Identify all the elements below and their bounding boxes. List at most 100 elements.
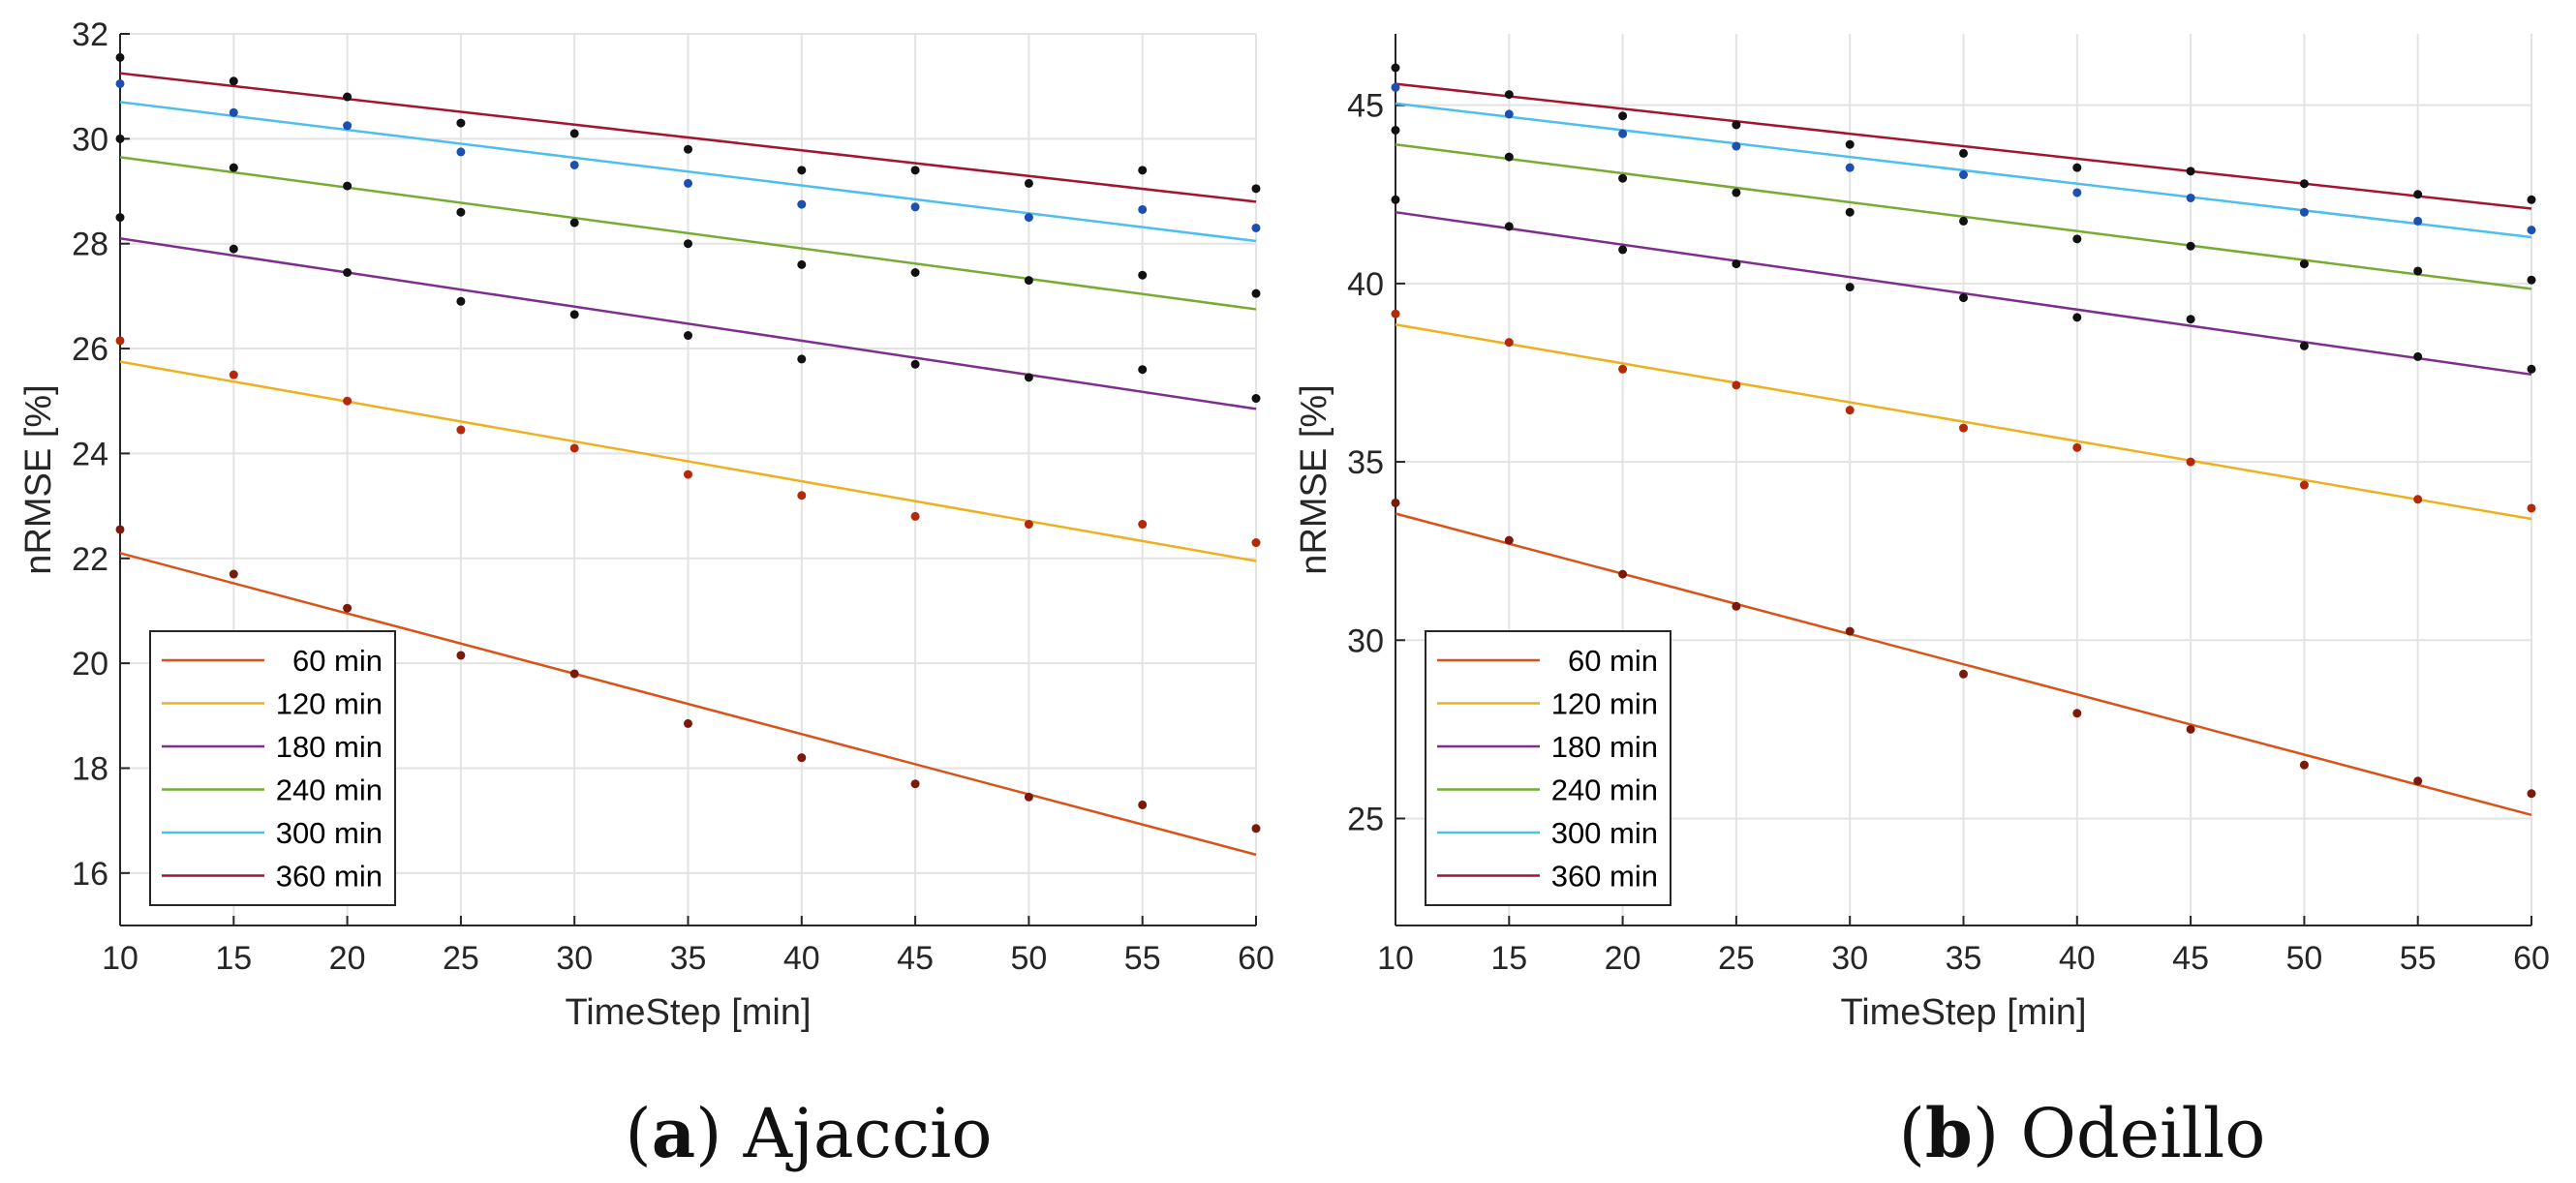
data-point-60-min [1251, 824, 1261, 834]
data-point-360-min [2413, 190, 2423, 199]
data-point-120-min [2299, 480, 2309, 490]
data-point-180-min [1024, 373, 1033, 382]
data-point-60-min [797, 753, 807, 763]
data-point-360-min [456, 118, 466, 128]
data-point-300-min [1959, 170, 1968, 180]
data-point-60-min [1024, 792, 1033, 802]
data-point-180-min [1845, 283, 1855, 292]
y-tick-label: 26 [72, 331, 108, 368]
data-point-360-min [1504, 90, 1514, 100]
data-point-180-min [2527, 364, 2536, 374]
x-tick-label: 35 [670, 940, 707, 977]
legend-label: 300 min [276, 816, 383, 850]
y-tick-label: 25 [1347, 801, 1384, 837]
data-point-360-min [1138, 166, 1148, 175]
data-point-240-min [343, 181, 353, 191]
data-point-60-min [1845, 626, 1855, 636]
x-tick-label: 60 [1238, 940, 1274, 977]
data-point-180-min [2299, 341, 2309, 350]
x-tick-label: 50 [2285, 940, 2322, 977]
data-point-120-min [1845, 406, 1855, 415]
caption-letter-b: b [1925, 1093, 1973, 1173]
data-point-300-min [115, 78, 125, 88]
legend-label: 360 min [1551, 860, 1658, 894]
data-point-360-min [569, 129, 579, 138]
data-point-240-min [2299, 259, 2309, 269]
x-tick-label: 30 [1831, 940, 1868, 977]
fit-line-300-min [1395, 102, 2532, 239]
chart-odeillo: 10 15 20 25 30 35 40 45 50 55 60 25 30 35 40 45 TimeStep… [1294, 34, 2550, 1033]
data-point-180-min [1959, 293, 1968, 303]
data-point-120-min [115, 336, 125, 346]
legend-label: 60 min [292, 644, 383, 678]
data-point-120-min [2186, 457, 2195, 467]
x-tick-label: 15 [215, 940, 252, 977]
y-tick-label: 28 [72, 227, 108, 263]
data-point-180-min [2413, 351, 2423, 361]
x-tick-label: 15 [1490, 940, 1527, 977]
data-point-300-min [1024, 213, 1033, 223]
fit-line-120-min [119, 360, 1257, 562]
data-point-180-min [456, 296, 466, 306]
caption-name-b: Odeillo [1999, 1094, 2265, 1173]
data-point-360-min [343, 92, 353, 102]
data-point-300-min [343, 121, 353, 131]
data-point-300-min [1845, 163, 1855, 172]
fit-line-60-min [119, 552, 1257, 857]
legend-label: 120 min [276, 687, 383, 721]
caption-name-a: Ajaccio [721, 1094, 992, 1173]
data-point-240-min [1618, 173, 1628, 183]
data-point-300-min [2072, 188, 2082, 197]
data-point-180-min [2186, 315, 2195, 324]
data-point-300-min [910, 202, 920, 212]
y-tick-label: 16 [72, 856, 108, 893]
data-point-120-min [1959, 423, 1968, 433]
x-tick-label: 55 [1124, 940, 1161, 977]
legend-label: 360 min [276, 860, 383, 894]
data-point-300-min [1504, 109, 1514, 119]
data-point-360-min [1391, 63, 1400, 73]
fit-line-300-min [119, 101, 1257, 243]
y-axis-label: nRMSE [%] [18, 384, 59, 574]
data-point-120-min [1138, 520, 1148, 530]
data-point-120-min [1618, 364, 1628, 374]
x-tick-label: 40 [783, 940, 820, 977]
data-point-300-min [2413, 216, 2423, 226]
y-tick-label: 22 [72, 541, 108, 578]
chart-ajaccio: 10 15 20 25 30 35 40 45 50 55 60 16 18 20 22 24 26 28 30 32… [18, 16, 1274, 1033]
caption-ajaccio: (a) Ajaccio [625, 1093, 992, 1173]
legend-label: 60 min [1568, 644, 1658, 678]
data-point-300-min [684, 178, 692, 188]
data-point-180-min [229, 244, 238, 254]
x-tick-label: 25 [1718, 940, 1755, 977]
data-point-60-min [910, 779, 920, 789]
data-point-120-min [2527, 503, 2536, 513]
data-point-180-min [1251, 394, 1261, 404]
data-point-180-min [1618, 245, 1628, 255]
data-point-300-min [229, 107, 238, 117]
data-point-180-min [1138, 365, 1148, 375]
caption-letter-a: a [652, 1093, 695, 1173]
data-point-120-min [1732, 380, 1741, 390]
data-point-300-min [797, 199, 807, 209]
data-point-360-min [2186, 167, 2195, 176]
data-point-60-min [115, 525, 125, 534]
data-point-60-min [456, 651, 466, 660]
data-point-300-min [1251, 223, 1261, 232]
data-point-60-min [1391, 498, 1400, 507]
data-point-360-min [684, 144, 692, 154]
data-point-360-min [1845, 139, 1855, 149]
data-point-360-min [229, 76, 238, 86]
y-tick-label: 24 [72, 436, 108, 472]
data-point-180-min [343, 268, 353, 278]
data-point-180-min [1391, 195, 1400, 204]
data-point-360-min [1024, 178, 1033, 188]
data-point-240-min [1251, 288, 1261, 298]
x-axis-label: TimeStep [min] [565, 992, 811, 1033]
data-point-360-min [2072, 163, 2082, 172]
y-tick-label: 45 [1347, 88, 1384, 125]
data-point-60-min [2072, 709, 2082, 718]
legend-label: 120 min [1551, 687, 1658, 721]
data-point-180-min [569, 310, 579, 319]
data-point-180-min [115, 213, 125, 223]
